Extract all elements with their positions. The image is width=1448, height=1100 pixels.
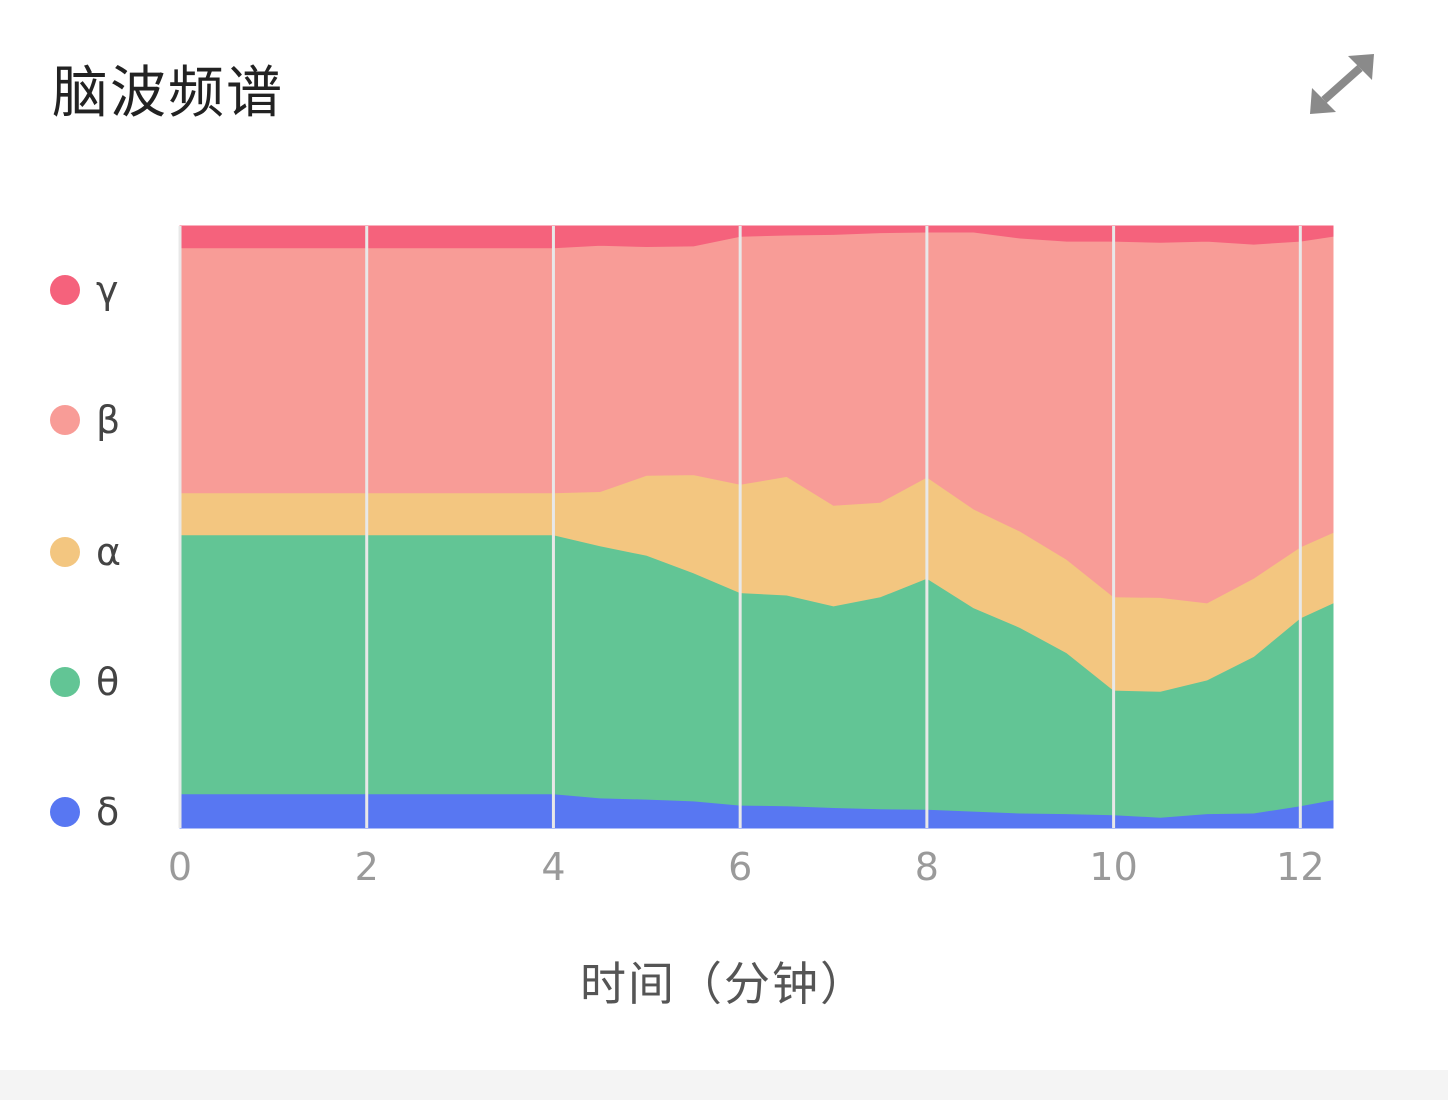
- area-series-gamma: [179, 225, 1334, 249]
- legend-item-theta[interactable]: θ: [50, 657, 119, 707]
- expand-icon[interactable]: [1306, 50, 1378, 118]
- x-tick-label-0: 0: [168, 845, 192, 889]
- legend-label-gamma: γ: [96, 268, 119, 312]
- legend-dot-alpha: [50, 537, 80, 567]
- legend-dot-delta: [50, 797, 80, 827]
- x-axis-label: 时间（分钟）: [580, 957, 868, 1011]
- legend-dot-gamma: [50, 275, 80, 305]
- legend-label-alpha: α: [96, 530, 122, 574]
- legend-item-alpha[interactable]: α: [50, 527, 121, 577]
- legend-label-theta: θ: [96, 660, 120, 704]
- expand-icon-shaft: [1321, 65, 1363, 103]
- expand-icon-glyph: [1310, 54, 1374, 114]
- legend-dot-beta: [50, 405, 80, 435]
- brainwave-card: 脑波频谱 γ β α θ δ 0 2 4 6 8 10 12 时间（分钟）: [50, 50, 1378, 1011]
- x-tick-label-8: 8: [915, 845, 939, 889]
- card-title: 脑波频谱: [52, 61, 284, 126]
- expand-icon-arrow-top-right: [1348, 54, 1374, 80]
- legend-label-delta: δ: [96, 790, 120, 834]
- legend-label-beta: β: [96, 398, 121, 442]
- x-tick-label-4: 4: [541, 845, 565, 889]
- x-tick-label-2: 2: [355, 845, 379, 889]
- expand-icon-arrow-bottom-left: [1310, 88, 1336, 114]
- legend-dot-theta: [50, 667, 80, 697]
- legend-item-delta[interactable]: δ: [50, 787, 119, 837]
- x-tick-label-12: 12: [1276, 845, 1324, 889]
- x-tick-label-6: 6: [728, 845, 752, 889]
- stacked-area-chart: 0 2 4 6 8 10 12: [168, 225, 1334, 889]
- legend-item-gamma[interactable]: γ: [50, 265, 119, 315]
- legend-item-beta[interactable]: β: [50, 395, 120, 445]
- x-tick-label-10: 10: [1089, 845, 1137, 889]
- footer-strip: [0, 1070, 1448, 1100]
